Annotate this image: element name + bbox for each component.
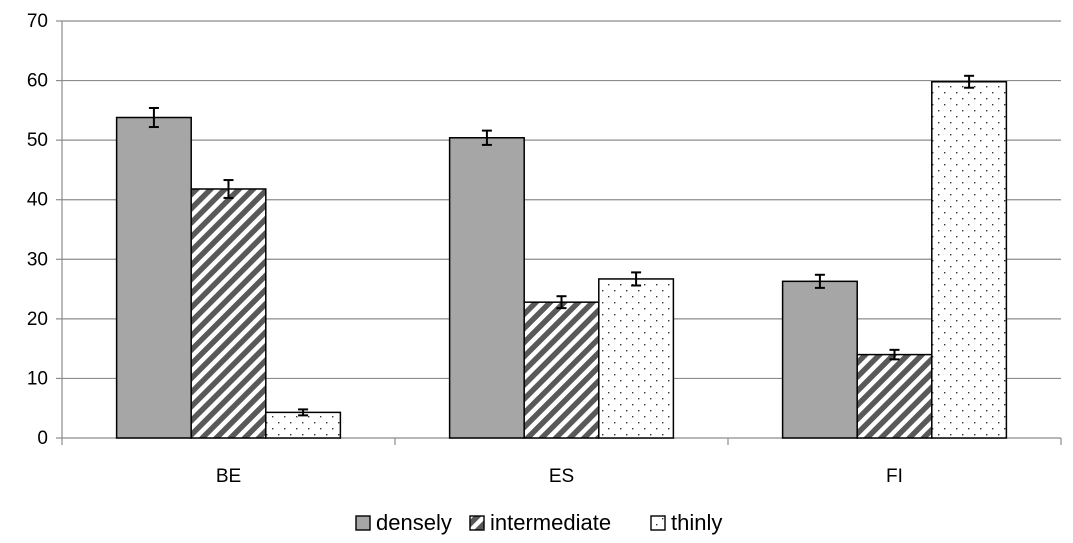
y-tick-label: 50 [27, 130, 48, 151]
legend-swatch [650, 515, 666, 531]
legend-swatch [469, 515, 485, 531]
legend-item-intermediate: intermediate [469, 510, 611, 535]
y-tick-label: 70 [27, 11, 48, 32]
bar-densely-FI [781, 280, 858, 439]
bar-densely-BE [115, 116, 192, 439]
bar-intermediate-FI [856, 353, 933, 439]
category-label: FI [886, 466, 903, 487]
legend-item-densely: densely [355, 510, 452, 535]
y-tick-label: 0 [37, 428, 48, 449]
bar-thinly-FI [931, 81, 1008, 439]
legend-item-thinly: thinly [650, 510, 722, 535]
bar-intermediate-BE [190, 188, 267, 439]
error-bar-intermediate-FI [889, 348, 900, 361]
y-tick-label: 40 [27, 190, 48, 211]
axis-labels: 0 10 20 30 40 50 60 70 BE ES FI [27, 11, 903, 487]
bar-densely-ES [448, 137, 525, 439]
bar-thinly-ES [598, 278, 675, 439]
error-bar-intermediate-BE [223, 179, 234, 199]
category-label: ES [549, 466, 574, 487]
bars [115, 81, 1008, 439]
legend-label: intermediate [490, 510, 611, 535]
bar-intermediate-ES [523, 301, 600, 439]
y-tick-label: 20 [27, 309, 48, 330]
legend-swatch [355, 515, 371, 531]
error-bar-densely-FI [814, 273, 825, 289]
legend-label: thinly [671, 510, 722, 535]
error-bar-densely-ES [481, 129, 492, 146]
legend: densely intermediate thinly [355, 510, 722, 535]
y-tick-label: 60 [27, 71, 48, 92]
error-bar-intermediate-ES [556, 295, 567, 310]
category-label: BE [216, 466, 241, 487]
y-tick-label: 10 [27, 368, 48, 389]
y-tick-label: 30 [27, 249, 48, 270]
error-bars [148, 74, 975, 417]
legend-label: densely [376, 510, 452, 535]
error-bar-thinly-FI [964, 74, 975, 89]
error-bar-densely-BE [148, 106, 159, 129]
error-bar-thinly-BE [298, 408, 309, 417]
error-bar-thinly-ES [631, 271, 642, 287]
